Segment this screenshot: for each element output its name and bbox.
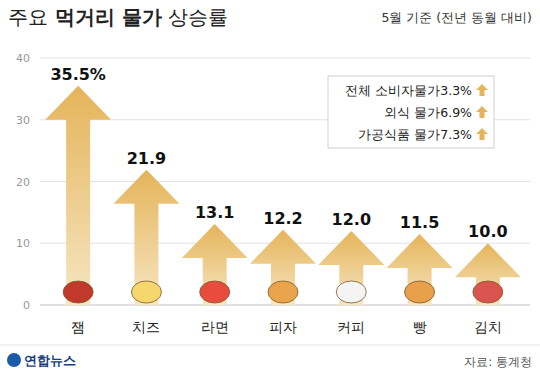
- title-part: 주요: [8, 5, 48, 29]
- background: [0, 0, 540, 377]
- chart-root: 주요 먹거리 물가 상승률 5월 기준 (전년 동월 대비) 0 10 20 30 40 35…: [0, 0, 540, 377]
- data-label: 10.0: [468, 222, 507, 241]
- annotation-box: [328, 76, 494, 148]
- arrow-bar: [318, 231, 384, 305]
- category-icon: [405, 281, 435, 303]
- y-tick-label: 10: [16, 237, 30, 250]
- data-label: 11.5: [400, 213, 439, 232]
- subtitle: 5월 기준 (전년 동월 대비): [381, 10, 532, 25]
- chart-svg: 주요 먹거리 물가 상승률 5월 기준 (전년 동월 대비) 0 10 20 30 40 35…: [0, 0, 540, 377]
- grid-line: [40, 58, 530, 59]
- annotation: 가공식품 물가7.3%: [358, 127, 472, 142]
- annotation: 전체 소비자물가3.3%: [345, 83, 472, 98]
- grid-line: [40, 181, 530, 182]
- x-tick-label: 커피: [337, 319, 365, 335]
- annotation: 외식 물가6.9%: [384, 105, 472, 120]
- title-part: 먹거리: [48, 5, 115, 29]
- data-label: 35.5%: [50, 65, 106, 84]
- annotation-arrow: [476, 84, 488, 96]
- category-icon: [268, 281, 298, 303]
- category-icon: [336, 281, 366, 303]
- category-icon: [63, 281, 93, 303]
- data-label: 21.9: [127, 149, 166, 168]
- data-label: 12.2: [263, 209, 302, 228]
- x-tick-label: 피자: [269, 319, 297, 335]
- logo-mark: [7, 353, 21, 367]
- arrow-bar: [455, 243, 521, 305]
- arrow-bar: [387, 234, 453, 305]
- y-tick-label: 0: [23, 299, 30, 312]
- title-part: 상승률: [162, 5, 228, 29]
- y-tick-label: 20: [16, 176, 30, 189]
- y-tick-label: 30: [16, 114, 30, 127]
- arrow-bar: [250, 230, 316, 305]
- title: 주요 먹거리 물가 상승률: [8, 5, 228, 29]
- data-label: 13.1: [195, 203, 234, 222]
- x-tick-label: 치즈: [132, 319, 160, 335]
- bars: [45, 86, 521, 305]
- category-icon: [473, 281, 503, 303]
- arrow-bar: [113, 170, 179, 305]
- y-tick-label: 40: [16, 52, 30, 65]
- data-label: 12.0: [332, 210, 371, 229]
- annotation-arrow: [476, 128, 488, 140]
- arrow-bar: [182, 224, 248, 305]
- category-icon: [200, 281, 230, 303]
- category-icon: [131, 281, 161, 303]
- logo: 연합뉴스: [24, 353, 76, 368]
- annotation-arrow: [476, 106, 488, 118]
- x-tick-label: 김치: [474, 319, 502, 335]
- source: 자료: 통계청: [464, 355, 532, 369]
- x-tick-label: 라면: [201, 319, 229, 335]
- footer-line: [0, 345, 540, 346]
- title-part: 물가: [115, 5, 162, 29]
- x-tick-label: 빵: [413, 319, 427, 335]
- arrow-bar: [45, 86, 111, 305]
- x-tick-label: 잼: [71, 319, 85, 335]
